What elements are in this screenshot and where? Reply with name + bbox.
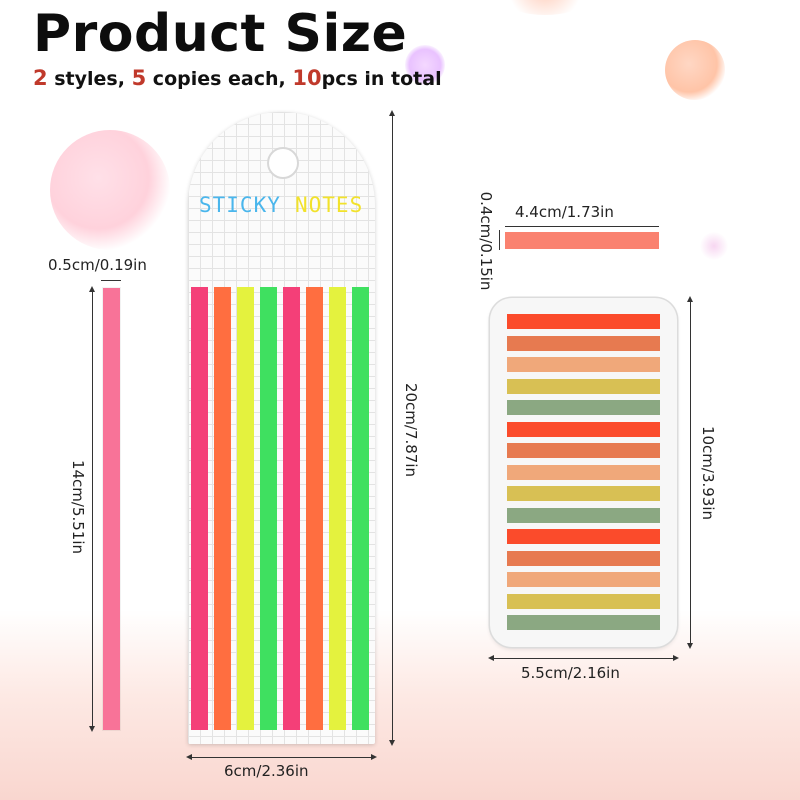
- total-count: 10: [292, 66, 322, 90]
- dimension-line: [188, 757, 375, 758]
- tray-sticky-strip: [507, 572, 660, 587]
- background-wave: [0, 610, 800, 800]
- dimension-line: [101, 280, 121, 281]
- arrow-down-icon: [389, 740, 395, 746]
- card-sticky-strip: [329, 287, 346, 730]
- tray-sticky-strip: [507, 314, 660, 329]
- styles-count: 2: [33, 66, 48, 90]
- dimension-line: [505, 226, 659, 227]
- tray-sticky-strip: [507, 550, 660, 566]
- subtitle-text: styles,: [47, 68, 132, 90]
- card-sticky-strip: [260, 287, 277, 730]
- card-label-notes: NOTES: [295, 193, 364, 217]
- tray-sticky-strip: [507, 486, 660, 501]
- dimension-line: [499, 230, 500, 250]
- tray-sticky-strip: [507, 335, 660, 351]
- hang-hole: [267, 147, 299, 179]
- card-sticky-strip: [352, 287, 369, 730]
- subtitle-text: pcs in total: [321, 68, 442, 90]
- arrow-up-icon: [89, 286, 95, 292]
- subtitle-text: copies each,: [146, 68, 293, 90]
- dimension-line: [392, 112, 393, 744]
- arrow-down-icon: [89, 726, 95, 732]
- tray-height-label: 10cm/3.93in: [699, 425, 717, 521]
- tray-width-label: 5.5cm/2.16in: [521, 664, 620, 682]
- tray-sticky-strip: [507, 378, 660, 394]
- card-sticky-strip: [306, 287, 323, 730]
- decor-bubble: [505, 0, 585, 15]
- card-sticky-strip: [191, 287, 208, 730]
- card-sticky-strip: [214, 287, 231, 730]
- page-title: Product Size: [33, 4, 408, 64]
- tray-sticky-strip: [507, 529, 660, 544]
- tray-sticky-strip: [507, 357, 660, 372]
- single-sticky-strip: [103, 288, 120, 730]
- card-height-label: 20cm/7.87in: [402, 382, 420, 478]
- card-label-sticky: STICKY: [199, 193, 281, 217]
- tray-sticky-strip: [507, 443, 660, 458]
- card-width-label: 6cm/2.36in: [224, 762, 309, 780]
- arrow-right-icon: [673, 655, 679, 661]
- small-sticky-strip: [505, 232, 659, 249]
- card-sticky-strip: [283, 287, 300, 730]
- page-subtitle: 2 styles, 5 copies each, 10pcs in total: [33, 66, 442, 90]
- dimension-line: [690, 298, 691, 647]
- tray-sticky-strip: [507, 507, 660, 523]
- decor-bubble: [700, 232, 728, 260]
- single-strip-width-label: 0.5cm/0.19in: [48, 256, 147, 274]
- tray-sticky-strip: [507, 421, 660, 437]
- tray-sticky-strip: [507, 593, 660, 609]
- small-strip-length-label: 4.4cm/1.73in: [515, 203, 614, 221]
- small-strip-height-label: 0.4cm/0.15in: [477, 191, 495, 291]
- dimension-line: [92, 288, 93, 730]
- tray-sticky-strip: [507, 615, 660, 630]
- dimension-line: [490, 658, 677, 659]
- tray-sticky-strip: [507, 400, 660, 415]
- decor-bubble: [405, 45, 445, 85]
- arrow-left-icon: [186, 754, 192, 760]
- decor-bubble: [50, 130, 170, 250]
- arrow-down-icon: [687, 643, 693, 649]
- decor-bubble: [665, 40, 725, 100]
- arrow-right-icon: [371, 754, 377, 760]
- tray-sticky-strip: [507, 464, 660, 480]
- arrow-left-icon: [488, 655, 494, 661]
- arrow-up-icon: [389, 110, 395, 116]
- copies-count: 5: [131, 66, 147, 90]
- card-sticky-strip: [237, 287, 254, 730]
- single-strip-height-label: 14cm/5.51in: [69, 459, 87, 555]
- arrow-up-icon: [687, 296, 693, 302]
